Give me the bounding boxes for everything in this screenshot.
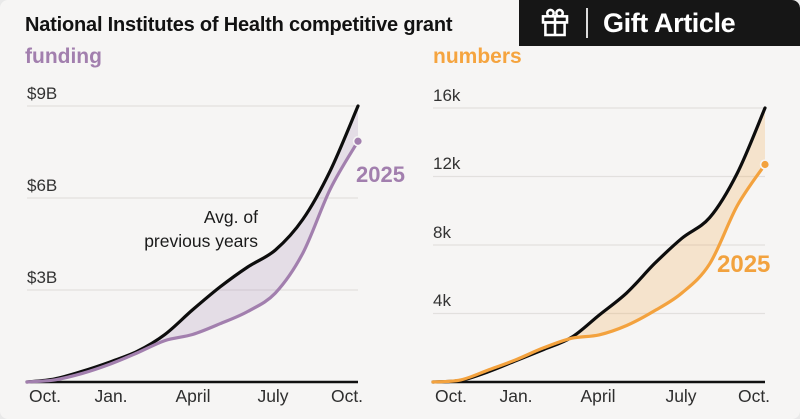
left-xtick-july: July [257, 386, 289, 406]
left-2025-label: 2025 [356, 162, 405, 187]
left-chart-subtitle: funding [25, 45, 102, 68]
right-2025-label: 2025 [717, 251, 771, 278]
gift-article-button[interactable]: Gift Article [519, 0, 800, 46]
right-ytick-4k: 4k [433, 291, 451, 310]
gift-icon [541, 8, 569, 37]
left-xtick-oct2: Oct. [330, 386, 364, 406]
right-xtick-oct1: Oct. [434, 386, 468, 406]
right-ytick-12k: 12k [433, 154, 461, 173]
right-xtick-jan: Jan. [499, 386, 533, 406]
annotation-line-1: Avg. of [203, 207, 258, 227]
annotation-line-2: previous years [144, 231, 258, 251]
left-ytick-6b: $6B [27, 176, 58, 195]
left-ytick-9b: $9B [27, 84, 58, 103]
page-title: National Institutes of Health competitiv… [25, 14, 453, 36]
badge-divider [586, 8, 588, 38]
right-chart-subtitle: numbers [433, 45, 522, 68]
left-ytick-3b: $3B [27, 268, 58, 287]
avg-previous-years-annotation: Avg. of previous years [100, 205, 258, 253]
right-xtick-oct2: Oct. [737, 386, 771, 406]
gift-article-label: Gift Article [603, 7, 736, 38]
left-xtick-oct1: Oct. [28, 386, 62, 406]
right-xtick-july: July [665, 386, 697, 406]
right-ytick-16k: 16k [433, 86, 461, 105]
right-ytick-8k: 8k [433, 223, 451, 242]
left-xtick-april: April [175, 386, 211, 406]
right-xtick-april: April [580, 386, 616, 406]
left-xtick-jan: Jan. [94, 386, 128, 406]
